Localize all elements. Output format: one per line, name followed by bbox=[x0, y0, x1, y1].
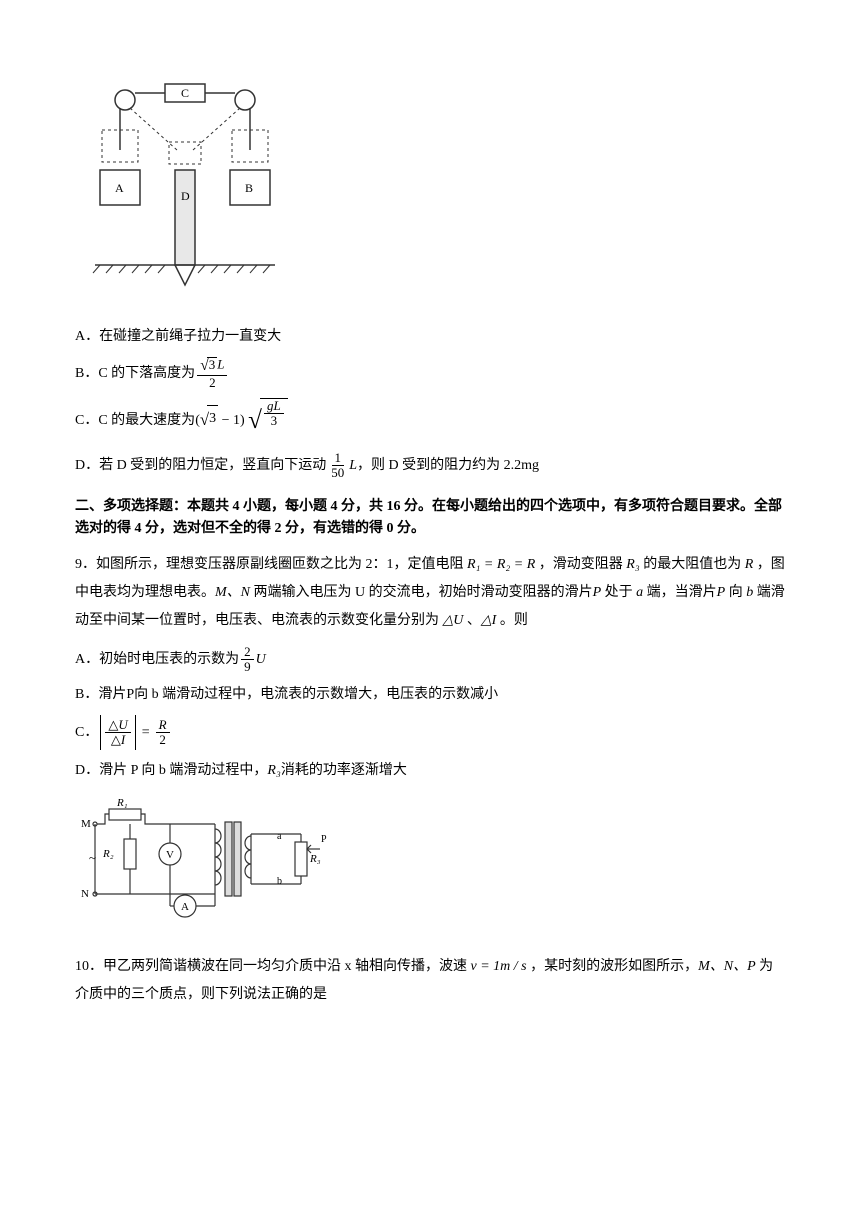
figure-transformer-circuit: M N ~ R₁ R₂ V A a b R₃ P bbox=[75, 794, 785, 938]
label-n: N bbox=[81, 888, 89, 900]
label-b: b bbox=[277, 876, 282, 887]
option-text: ，则 D 受到的阻力约为 2.2mg bbox=[357, 453, 539, 478]
figure-pile-driver: C A B D bbox=[75, 70, 785, 309]
option-text: C 的最大速度为 bbox=[98, 408, 195, 433]
formula: (√3 − 1) √gL3 bbox=[195, 398, 288, 443]
fraction: 29 bbox=[241, 645, 254, 675]
option-label: A． bbox=[75, 647, 99, 672]
label-v: V bbox=[166, 849, 174, 861]
option-9b: B． 滑片P向 b 端滑动过程中，电流表的示数增大，电压表的示数减小 bbox=[75, 682, 785, 707]
label-p: P bbox=[321, 834, 327, 845]
question-10-text: 10．甲乙两列简谐横波在同一均匀介质中沿 x 轴相向传播，波速 v = 1m /… bbox=[75, 953, 785, 1009]
option-label: A． bbox=[75, 324, 99, 349]
section-heading: 二、多项选择题：本题共 4 小题，每小题 4 分，共 16 分。在每小题给出的四… bbox=[75, 496, 785, 541]
option-text: 消耗的功率逐渐增大 bbox=[281, 758, 407, 783]
option-9d: D． 滑片 P 向 b 端滑动过程中， R₃ 消耗的功率逐渐增大 bbox=[75, 758, 785, 783]
option-9c: C． △U△I = R2 bbox=[75, 715, 785, 750]
option-text: 若 D 受到的阻力恒定，竖直向下运动 bbox=[99, 453, 326, 478]
option-text: 在碰撞之前绳子拉力一直变大 bbox=[99, 324, 281, 349]
question-9-text: 9．如图所示，理想变压器原副线圈匝数之比为 2：1，定值电阻 R₁ = R₂ =… bbox=[75, 551, 785, 635]
option-8b: B． C 的下落高度为 √3L 2 bbox=[75, 357, 785, 389]
label-r2: R₂ bbox=[102, 848, 114, 860]
fraction: √3L 2 bbox=[197, 357, 227, 389]
option-label: C． bbox=[75, 408, 98, 433]
formula: △U△I = R2 bbox=[98, 715, 171, 750]
label-r1: R₁ bbox=[116, 797, 128, 809]
label-r3: R₃ bbox=[309, 853, 321, 865]
label-a: A bbox=[115, 181, 124, 195]
option-label: B． bbox=[75, 361, 98, 386]
label-c: C bbox=[181, 86, 189, 100]
label-a: A bbox=[181, 901, 189, 913]
option-8d: D． 若 D 受到的阻力恒定，竖直向下运动 150 L ，则 D 受到的阻力约为… bbox=[75, 451, 785, 481]
option-9a: A． 初始时电压表的示数为 29 U bbox=[75, 645, 785, 675]
option-8a: A． 在碰撞之前绳子拉力一直变大 bbox=[75, 324, 785, 349]
option-text: 滑片P向 b 端滑动过程中，电流表的示数增大，电压表的示数减小 bbox=[98, 682, 498, 707]
label-d: D bbox=[181, 189, 190, 203]
option-text: 初始时电压表的示数为 bbox=[99, 647, 239, 672]
label-a2: a bbox=[277, 831, 282, 842]
option-label: D． bbox=[75, 453, 99, 478]
label-m: M bbox=[81, 818, 91, 830]
option-8c: C． C 的最大速度为 (√3 − 1) √gL3 bbox=[75, 398, 785, 443]
option-label: C． bbox=[75, 720, 98, 745]
option-text: 滑片 P 向 b 端滑动过程中， bbox=[99, 758, 267, 783]
option-text: C 的下落高度为 bbox=[98, 361, 195, 386]
label-b: B bbox=[245, 181, 253, 195]
option-label: B． bbox=[75, 682, 98, 707]
option-label: D． bbox=[75, 758, 99, 783]
fraction: 150 bbox=[328, 451, 347, 481]
label-tilde: ~ bbox=[89, 850, 96, 865]
